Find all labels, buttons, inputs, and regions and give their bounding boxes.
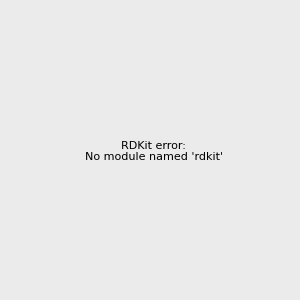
Text: RDKit error:
No module named 'rdkit': RDKit error: No module named 'rdkit' bbox=[85, 141, 223, 162]
